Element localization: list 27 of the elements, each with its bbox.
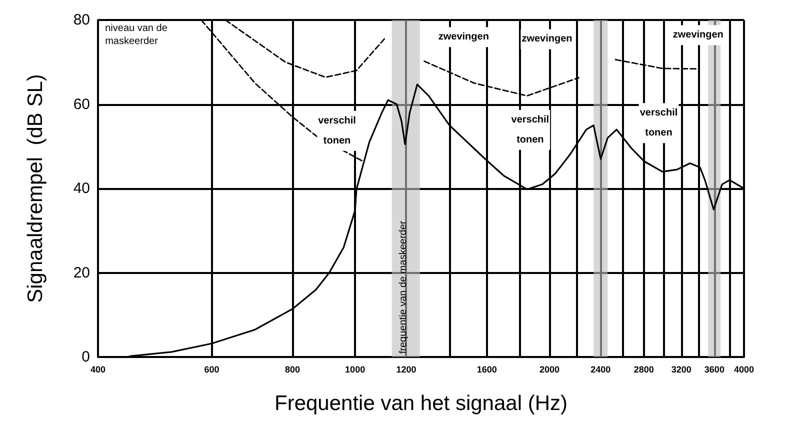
annotation: frequentie van de maskeerder [398,220,409,354]
annotation: verschil tonen [640,108,678,139]
y-axis-title: Signaaldrempel (dB SL) [24,74,47,303]
x-tick-label: 400 [90,364,106,374]
y-tick-label: 40 [73,180,90,197]
annotation: verschil tonen [318,115,356,146]
y-tick-label: 60 [73,96,90,113]
x-tick-label: 1000 [345,364,366,374]
x-tick-label: 2800 [634,364,654,374]
x-tick-label: 800 [284,364,300,374]
x-tick-label: 1200 [396,364,416,374]
annotation: niveau van de maskeerder [105,23,170,48]
x-tick-label: 3200 [671,364,692,374]
annotation: zwevingen [522,34,572,45]
annotation: zwevingen [672,30,724,41]
y-tick-label: 80 [73,12,90,28]
x-tick-label: 2400 [590,364,611,374]
x-axis-title: Frequentie van het signaal (Hz) [274,392,568,415]
x-tick-label: 2000 [540,364,560,374]
annotation: zwevingen [438,32,489,43]
x-tick-label: 4000 [734,364,754,374]
y-tick-label: 0 [82,348,90,366]
y-tick-label: 20 [73,264,90,282]
x-tick-label: 1600 [476,364,497,374]
annotation: verschil tonen [511,114,550,146]
x-tick-label: 3600 [704,364,724,374]
x-tick-label: 600 [204,364,220,374]
